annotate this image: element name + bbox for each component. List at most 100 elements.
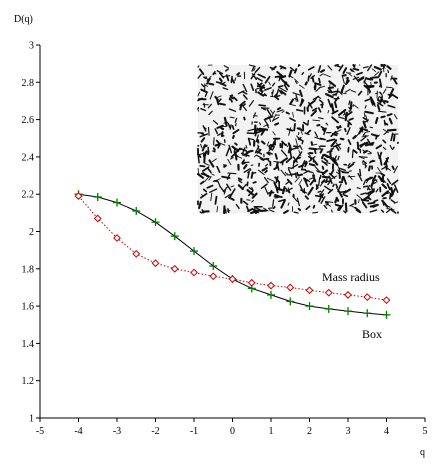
- inset-stroke: [384, 99, 389, 104]
- inset-stroke: [280, 90, 287, 96]
- y-axis-label: D(q): [14, 14, 33, 25]
- inset-stroke: [251, 73, 258, 81]
- x-tick-label: 1: [269, 426, 274, 437]
- inset-stroke: [259, 157, 265, 162]
- inset-stroke: [331, 158, 337, 165]
- x-tick-label: -1: [190, 426, 198, 437]
- inset-stroke: [233, 153, 239, 158]
- inset-stroke: [386, 113, 393, 117]
- inset-stroke: [272, 131, 276, 136]
- inset-stroke: [301, 71, 305, 76]
- y-tick-label: 1: [29, 414, 34, 425]
- inset-stroke: [294, 78, 299, 83]
- inset-stroke: [264, 75, 271, 84]
- inset-stroke: [326, 150, 333, 153]
- inset-stroke: [386, 65, 392, 70]
- inset-stroke: [366, 196, 372, 201]
- inset-stroke: [357, 90, 363, 96]
- inset-stroke: [313, 84, 317, 91]
- inset-stroke: [383, 156, 390, 166]
- y-tick-label: 1.4: [22, 339, 35, 350]
- inset-stroke: [228, 108, 237, 112]
- inset-stroke: [254, 66, 261, 73]
- inset-stroke: [211, 158, 217, 163]
- inset-stroke: [221, 175, 231, 179]
- inset-fractal-image: [196, 63, 399, 215]
- inset-stroke: [241, 154, 248, 157]
- inset-stroke: [317, 107, 322, 113]
- inset-stroke: [306, 178, 310, 183]
- inset-stroke: [301, 164, 304, 171]
- inset-stroke: [241, 161, 247, 165]
- inset-stroke: [285, 143, 289, 148]
- inset-stroke: [376, 96, 380, 101]
- inset-stroke: [206, 77, 211, 85]
- inset-stroke: [216, 124, 224, 129]
- inset-stroke: [351, 205, 355, 208]
- inset-stroke: [238, 147, 247, 152]
- inset-stroke: [368, 150, 373, 154]
- inset-stroke: [224, 208, 227, 214]
- inset-stroke: [341, 75, 345, 84]
- inset-stroke: [289, 98, 295, 105]
- inset-stroke: [263, 176, 269, 184]
- inset-stroke: [296, 127, 304, 132]
- inset-stroke: [365, 176, 371, 184]
- inset-stroke: [320, 69, 326, 73]
- inset-stroke: [242, 83, 248, 93]
- inset-stroke: [241, 159, 245, 164]
- inset-stroke: [362, 160, 367, 164]
- inset-stroke: [323, 153, 333, 160]
- inset-stroke: [344, 188, 352, 194]
- inset-stroke: [258, 127, 269, 131]
- inset-stroke: [379, 156, 383, 166]
- inset-stroke: [331, 116, 340, 124]
- inset-stroke: [348, 100, 351, 106]
- inset-stroke: [343, 210, 347, 214]
- inset-stroke: [218, 77, 223, 83]
- inset-stroke: [332, 143, 342, 148]
- inset-stroke: [259, 122, 261, 126]
- data-point-diamond: [363, 293, 372, 302]
- inset-stroke: [261, 167, 268, 172]
- inset-stroke: [389, 144, 393, 150]
- inset-stroke: [341, 74, 347, 77]
- inset-stroke: [346, 127, 351, 136]
- inset-stroke: [295, 94, 299, 102]
- inset-stroke: [334, 203, 342, 208]
- inset-stroke: [381, 190, 390, 197]
- inset-stroke: [214, 195, 218, 205]
- inset-stroke: [238, 180, 242, 183]
- data-point-plus: [267, 290, 275, 299]
- inset-stroke: [220, 126, 225, 131]
- inset-stroke: [245, 205, 249, 211]
- inset-stroke: [369, 96, 376, 106]
- inset-stroke: [372, 182, 377, 185]
- inset-stroke: [268, 144, 275, 148]
- inset-stroke: [387, 104, 396, 109]
- inset-stroke: [320, 125, 326, 130]
- inset-stroke: [322, 73, 331, 78]
- inset-stroke: [379, 98, 383, 104]
- inset-stroke: [241, 146, 246, 155]
- inset-stroke: [202, 188, 208, 193]
- inset-stroke: [342, 113, 346, 116]
- inset-stroke: [374, 71, 380, 76]
- inset-stroke: [296, 197, 300, 207]
- inset-stroke: [203, 76, 207, 80]
- inset-stroke: [239, 104, 243, 111]
- inset-stroke: [326, 138, 336, 143]
- inset-stroke: [321, 128, 326, 132]
- inset-stroke: [304, 195, 309, 200]
- inset-stroke: [344, 88, 351, 93]
- inset-stroke: [352, 149, 358, 154]
- inset-stroke: [336, 88, 339, 96]
- inset-stroke: [308, 147, 318, 151]
- inset-stroke: [200, 172, 210, 177]
- inset-stroke: [264, 163, 269, 167]
- inset-stroke: [280, 169, 287, 177]
- data-point-diamond: [305, 286, 314, 295]
- inset-stroke: [330, 90, 339, 94]
- inset-stroke: [376, 101, 384, 107]
- inset-stroke: [332, 183, 335, 188]
